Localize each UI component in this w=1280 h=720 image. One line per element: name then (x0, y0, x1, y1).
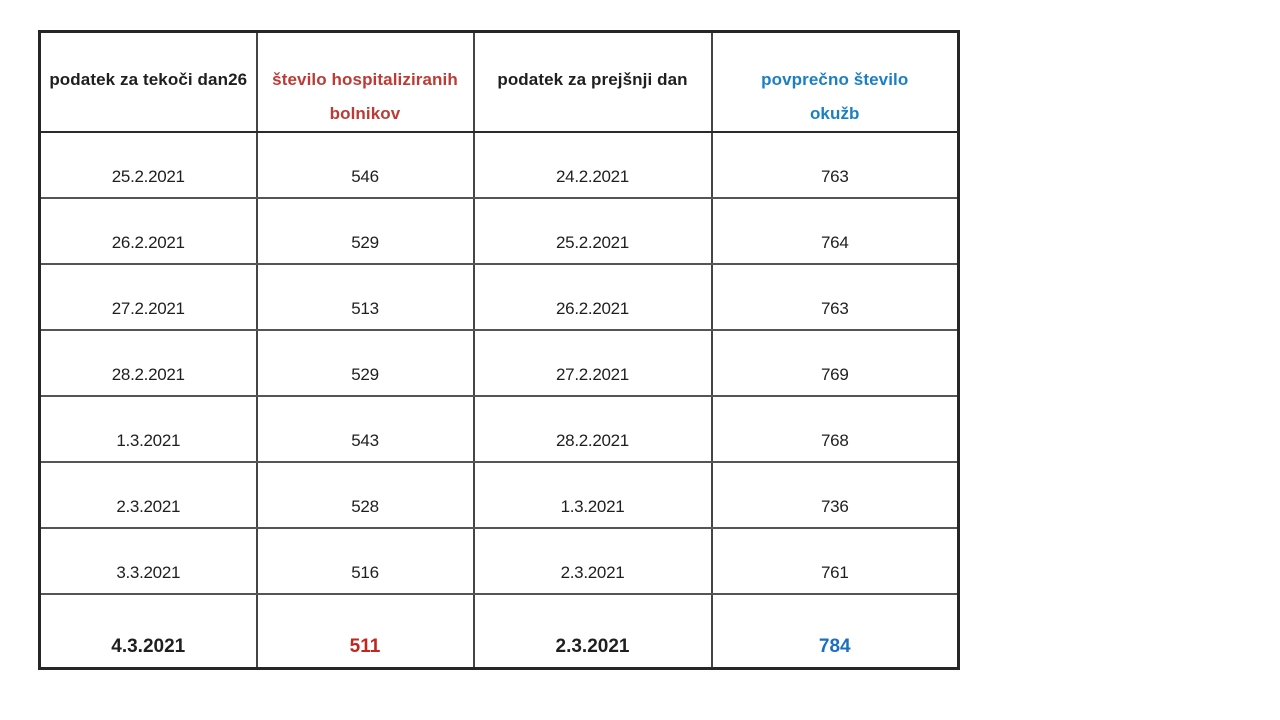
col-header-current-date: podatek za tekoči dan26 (38, 30, 258, 133)
cell-avg-infections: 736 (710, 461, 960, 529)
cell-hospitalized: 529 (255, 197, 475, 265)
table-body: 25.2.2021 546 24.2.2021 763 26.2.2021 529 25.2… (38, 131, 960, 669)
cell-previous-date: 27.2.2021 (472, 329, 713, 397)
cell-previous-date: 28.2.2021 (472, 395, 713, 463)
cell-previous-date: 1.3.2021 (472, 461, 713, 529)
col-header-hospitalized-line2: bolnikov (329, 104, 401, 123)
cell-hospitalized: 543 (255, 395, 475, 463)
cell-previous-date: 25.2.2021 (472, 197, 713, 265)
cell-current-date: 25.2.2021 (38, 131, 258, 199)
cell-previous-date: 26.2.2021 (472, 263, 713, 331)
cell-avg-infections: 763 (710, 131, 960, 199)
col-header-avg-infections-line1: povprečno število (761, 70, 909, 89)
table-row: 3.3.2021 516 2.3.2021 761 (38, 527, 960, 595)
col-header-hospitalized: število hospitaliziranih bolnikov (255, 30, 475, 133)
cell-avg-infections: 769 (710, 329, 960, 397)
table-row: 2.3.2021 528 1.3.2021 736 (38, 461, 960, 529)
data-table: podatek za tekoči dan26 število hospital… (38, 30, 960, 670)
table-row: 4.3.2021 511 2.3.2021 784 (38, 593, 960, 669)
table-row: 1.3.2021 543 28.2.2021 768 (38, 395, 960, 463)
cell-hospitalized: 546 (255, 131, 475, 199)
cell-current-date: 1.3.2021 (38, 395, 258, 463)
cell-current-date: 26.2.2021 (38, 197, 258, 265)
table-row: 25.2.2021 546 24.2.2021 763 (38, 131, 960, 199)
cell-current-date: 4.3.2021 (38, 593, 258, 669)
cell-avg-infections: 761 (710, 527, 960, 595)
col-header-previous-date-line1: podatek za prejšnji dan (497, 70, 688, 89)
cell-avg-infections: 768 (710, 395, 960, 463)
col-header-previous-date: podatek za prejšnji dan (472, 30, 713, 133)
cell-avg-infections: 763 (710, 263, 960, 331)
col-header-avg-infections: povprečno število okužb (710, 30, 960, 133)
cell-hospitalized: 511 (255, 593, 475, 669)
cell-current-date: 27.2.2021 (38, 263, 258, 331)
cell-current-date: 2.3.2021 (38, 461, 258, 529)
cell-previous-date: 2.3.2021 (472, 527, 713, 595)
cell-current-date: 28.2.2021 (38, 329, 258, 397)
table-row: 28.2.2021 529 27.2.2021 769 (38, 329, 960, 397)
cell-previous-date: 24.2.2021 (472, 131, 713, 199)
col-header-avg-infections-line2: okužb (809, 104, 860, 123)
cell-previous-date: 2.3.2021 (472, 593, 713, 669)
col-header-hospitalized-line1: število hospitaliziranih (272, 70, 458, 89)
cell-avg-infections: 784 (710, 593, 960, 669)
cell-hospitalized: 516 (255, 527, 475, 595)
cell-avg-infections: 764 (710, 197, 960, 265)
header-row: podatek za tekoči dan26 število hospital… (38, 30, 960, 133)
table-row: 26.2.2021 529 25.2.2021 764 (38, 197, 960, 265)
cell-hospitalized: 528 (255, 461, 475, 529)
col-header-current-date-line1: podatek za tekoči dan26 (49, 70, 248, 89)
cell-hospitalized: 513 (255, 263, 475, 331)
cell-current-date: 3.3.2021 (38, 527, 258, 595)
cell-hospitalized: 529 (255, 329, 475, 397)
table-row: 27.2.2021 513 26.2.2021 763 (38, 263, 960, 331)
